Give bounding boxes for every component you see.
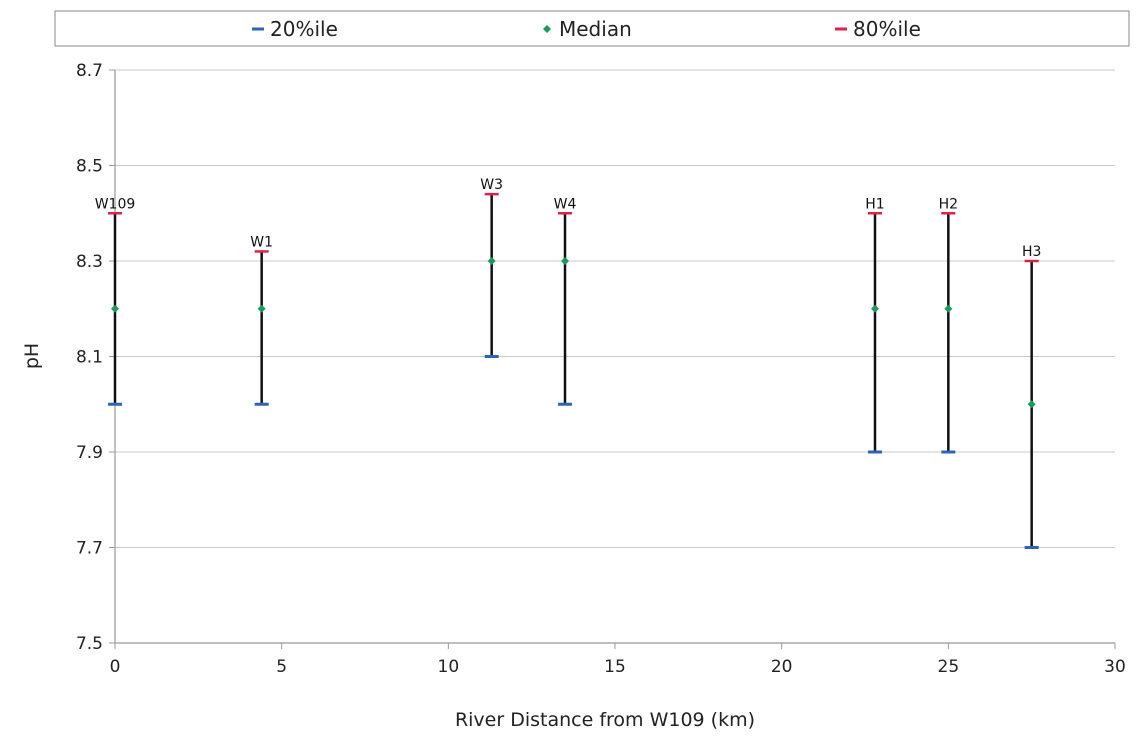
x-tick-label: 0: [110, 657, 121, 677]
y-axis-title: pH: [21, 343, 43, 369]
y-tick-label: 7.5: [76, 634, 103, 654]
site-label: H1: [865, 196, 884, 212]
x-tick-labels: 0 5 10 15 20 25 30: [110, 643, 1126, 677]
series: W109 W1 W3 W4 H1 H2 H3: [95, 177, 1041, 549]
site-h1: H1: [865, 196, 885, 454]
x-tick-label: 25: [938, 657, 960, 677]
site-label: H3: [1022, 244, 1041, 260]
median-marker: [257, 304, 266, 313]
median-marker: [871, 304, 879, 313]
x-tick-label: 15: [604, 657, 626, 677]
site-h3: H3: [1022, 244, 1041, 549]
x-tick-label: 20: [771, 657, 793, 677]
y-tick-label: 7.7: [76, 539, 103, 559]
legend: 20%ile Median 80%ile: [54, 10, 1130, 47]
y-tick-label: 8.7: [76, 61, 103, 81]
site-w109: W109: [95, 196, 136, 406]
site-label: H2: [939, 196, 958, 212]
legend-box: [54, 10, 1130, 47]
legend-marker: [543, 25, 551, 33]
y-tick-labels: 7.5 7.7 7.9 8.1 8.3 8.5 8.7: [76, 61, 115, 654]
site-h2: H2: [939, 196, 958, 454]
median-marker: [1027, 400, 1036, 409]
legend-label: 20%ile: [270, 17, 338, 41]
site-label: W4: [554, 196, 577, 212]
y-tick-label: 8.5: [76, 157, 103, 177]
y-tick-label: 8.3: [76, 252, 103, 272]
site-label: W3: [480, 177, 503, 193]
y-tick-label: 8.1: [76, 348, 103, 368]
x-tick-label: 30: [1104, 657, 1126, 677]
median-marker: [944, 304, 953, 313]
site-w1: W1: [250, 234, 273, 406]
median-marker: [487, 257, 496, 265]
site-w4: W4: [554, 196, 577, 406]
median-marker: [561, 257, 569, 265]
x-tick-label: 10: [438, 657, 460, 677]
legend-label: Median: [559, 17, 632, 41]
y-tick-label: 7.9: [76, 443, 103, 463]
site-w3: W3: [480, 177, 503, 358]
legend-label: 80%ile: [853, 17, 921, 41]
site-label: W1: [250, 234, 273, 250]
x-tick-label: 5: [276, 657, 287, 677]
median-marker: [111, 304, 119, 313]
x-axis-title: River Distance from W109 (km): [455, 709, 755, 731]
site-label: W109: [95, 196, 136, 212]
